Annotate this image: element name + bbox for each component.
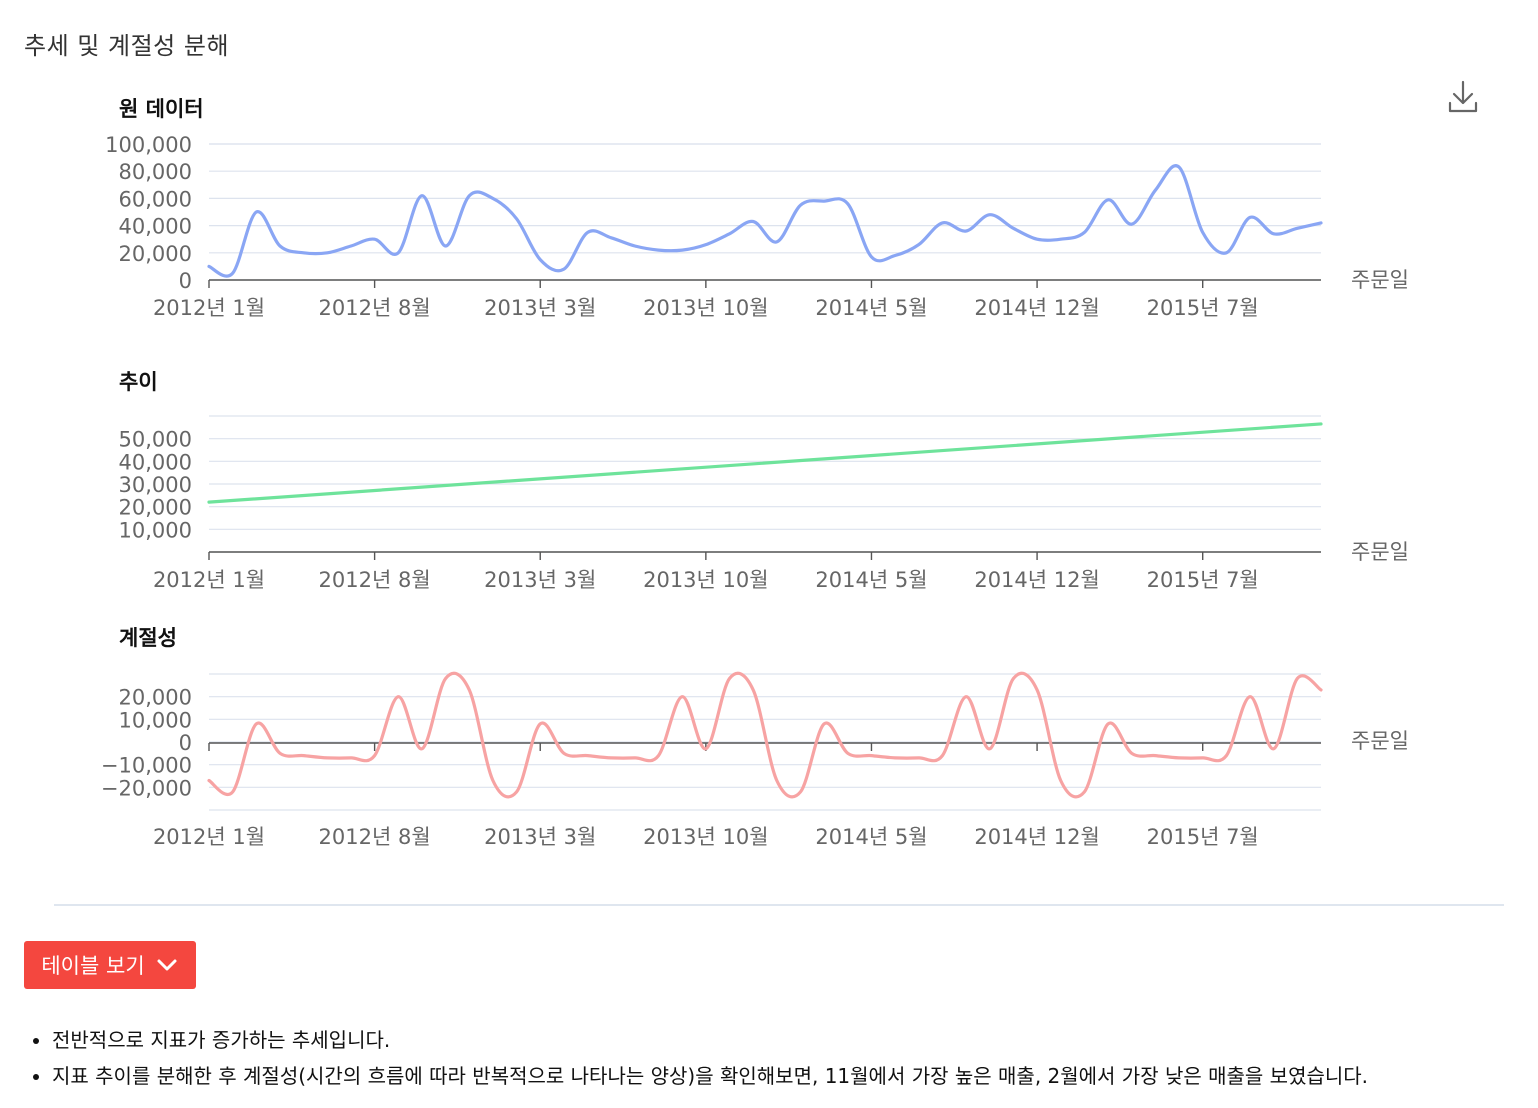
section-divider — [54, 904, 1504, 906]
x-tick-label: 2012년 1월 — [153, 568, 265, 592]
y-tick-label: −20,000 — [101, 776, 192, 800]
x-tick-label: 2014년 5월 — [815, 825, 927, 849]
x-tick-label: 2013년 10월 — [643, 296, 768, 320]
x-axis-label: 주문일 — [1351, 729, 1409, 753]
x-tick-label: 2013년 10월 — [643, 825, 768, 849]
x-tick-label: 2014년 12월 — [974, 568, 1099, 592]
y-tick-label: 60,000 — [119, 187, 192, 211]
y-tick-label: 10,000 — [119, 518, 192, 542]
x-axis-label: 주문일 — [1351, 268, 1409, 292]
table-toggle-button[interactable]: 테이블 보기 — [24, 941, 196, 989]
x-tick-label: 2013년 3월 — [484, 568, 596, 592]
x-tick-label: 2012년 1월 — [153, 296, 265, 320]
x-tick-label: 2014년 5월 — [815, 568, 927, 592]
y-tick-label: 80,000 — [119, 160, 192, 184]
y-tick-label: 50,000 — [119, 428, 192, 452]
x-tick-label: 2012년 8월 — [319, 568, 431, 592]
download-button[interactable] — [1444, 78, 1482, 116]
x-tick-label: 2012년 8월 — [319, 296, 431, 320]
x-tick-label: 2015년 7월 — [1147, 825, 1259, 849]
chevron-down-icon — [157, 959, 177, 971]
y-tick-label: 100,000 — [105, 133, 192, 157]
x-tick-label: 2013년 3월 — [484, 825, 596, 849]
chart-title: 계절성 — [119, 626, 177, 650]
x-tick-label: 2014년 12월 — [974, 296, 1099, 320]
table-toggle-label: 테이블 보기 — [41, 954, 145, 978]
x-tick-label: 2015년 7월 — [1147, 568, 1259, 592]
y-tick-label: 20,000 — [119, 242, 192, 266]
x-tick-label: 2012년 8월 — [319, 825, 431, 849]
y-tick-label: 40,000 — [119, 215, 192, 239]
series-line — [207, 164, 1323, 278]
decomposition-charts: 원 데이터 0 20,000 40,000 60,000 80,000 100,000 201… — [101, 97, 1409, 849]
x-tick-label: 2013년 3월 — [484, 296, 596, 320]
y-tick-label: 30,000 — [119, 473, 192, 497]
chart-title: 추이 — [119, 370, 158, 394]
y-tick-label: 10,000 — [119, 708, 192, 732]
download-icon — [1448, 80, 1478, 113]
y-tick-label: 40,000 — [119, 450, 192, 474]
x-tick-label: 2014년 12월 — [974, 825, 1099, 849]
series-line — [207, 422, 1323, 504]
x-tick-label: 2015년 7월 — [1147, 296, 1259, 320]
insight-item: 지표 추이를 분해한 후 계절성(시간의 흐름에 따라 반복적으로 나타나는 양… — [52, 1058, 1538, 1094]
y-tick-label: 20,000 — [119, 686, 192, 710]
x-tick-label: 2013년 10월 — [643, 568, 768, 592]
insight-list: 전반적으로 지표가 증가하는 추세입니다. 지표 추이를 분해한 후 계절성(시… — [24, 1022, 1538, 1094]
x-axis-label: 주문일 — [1351, 540, 1409, 564]
x-tick-label: 2012년 1월 — [153, 825, 265, 849]
y-tick-label: −10,000 — [101, 754, 192, 778]
x-tick-label: 2014년 5월 — [815, 296, 927, 320]
y-tick-label: 0 — [179, 269, 192, 293]
chart-title: 원 데이터 — [119, 97, 204, 121]
page-title: 추세 및 계절성 분해 — [24, 32, 230, 60]
series-line — [207, 671, 1323, 799]
y-tick-label: 20,000 — [119, 496, 192, 520]
y-tick-label: 0 — [179, 731, 192, 755]
insight-item: 전반적으로 지표가 증가하는 추세입니다. — [52, 1022, 1538, 1058]
